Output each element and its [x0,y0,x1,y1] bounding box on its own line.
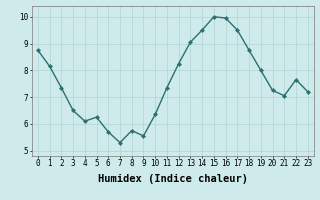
X-axis label: Humidex (Indice chaleur): Humidex (Indice chaleur) [98,174,248,184]
